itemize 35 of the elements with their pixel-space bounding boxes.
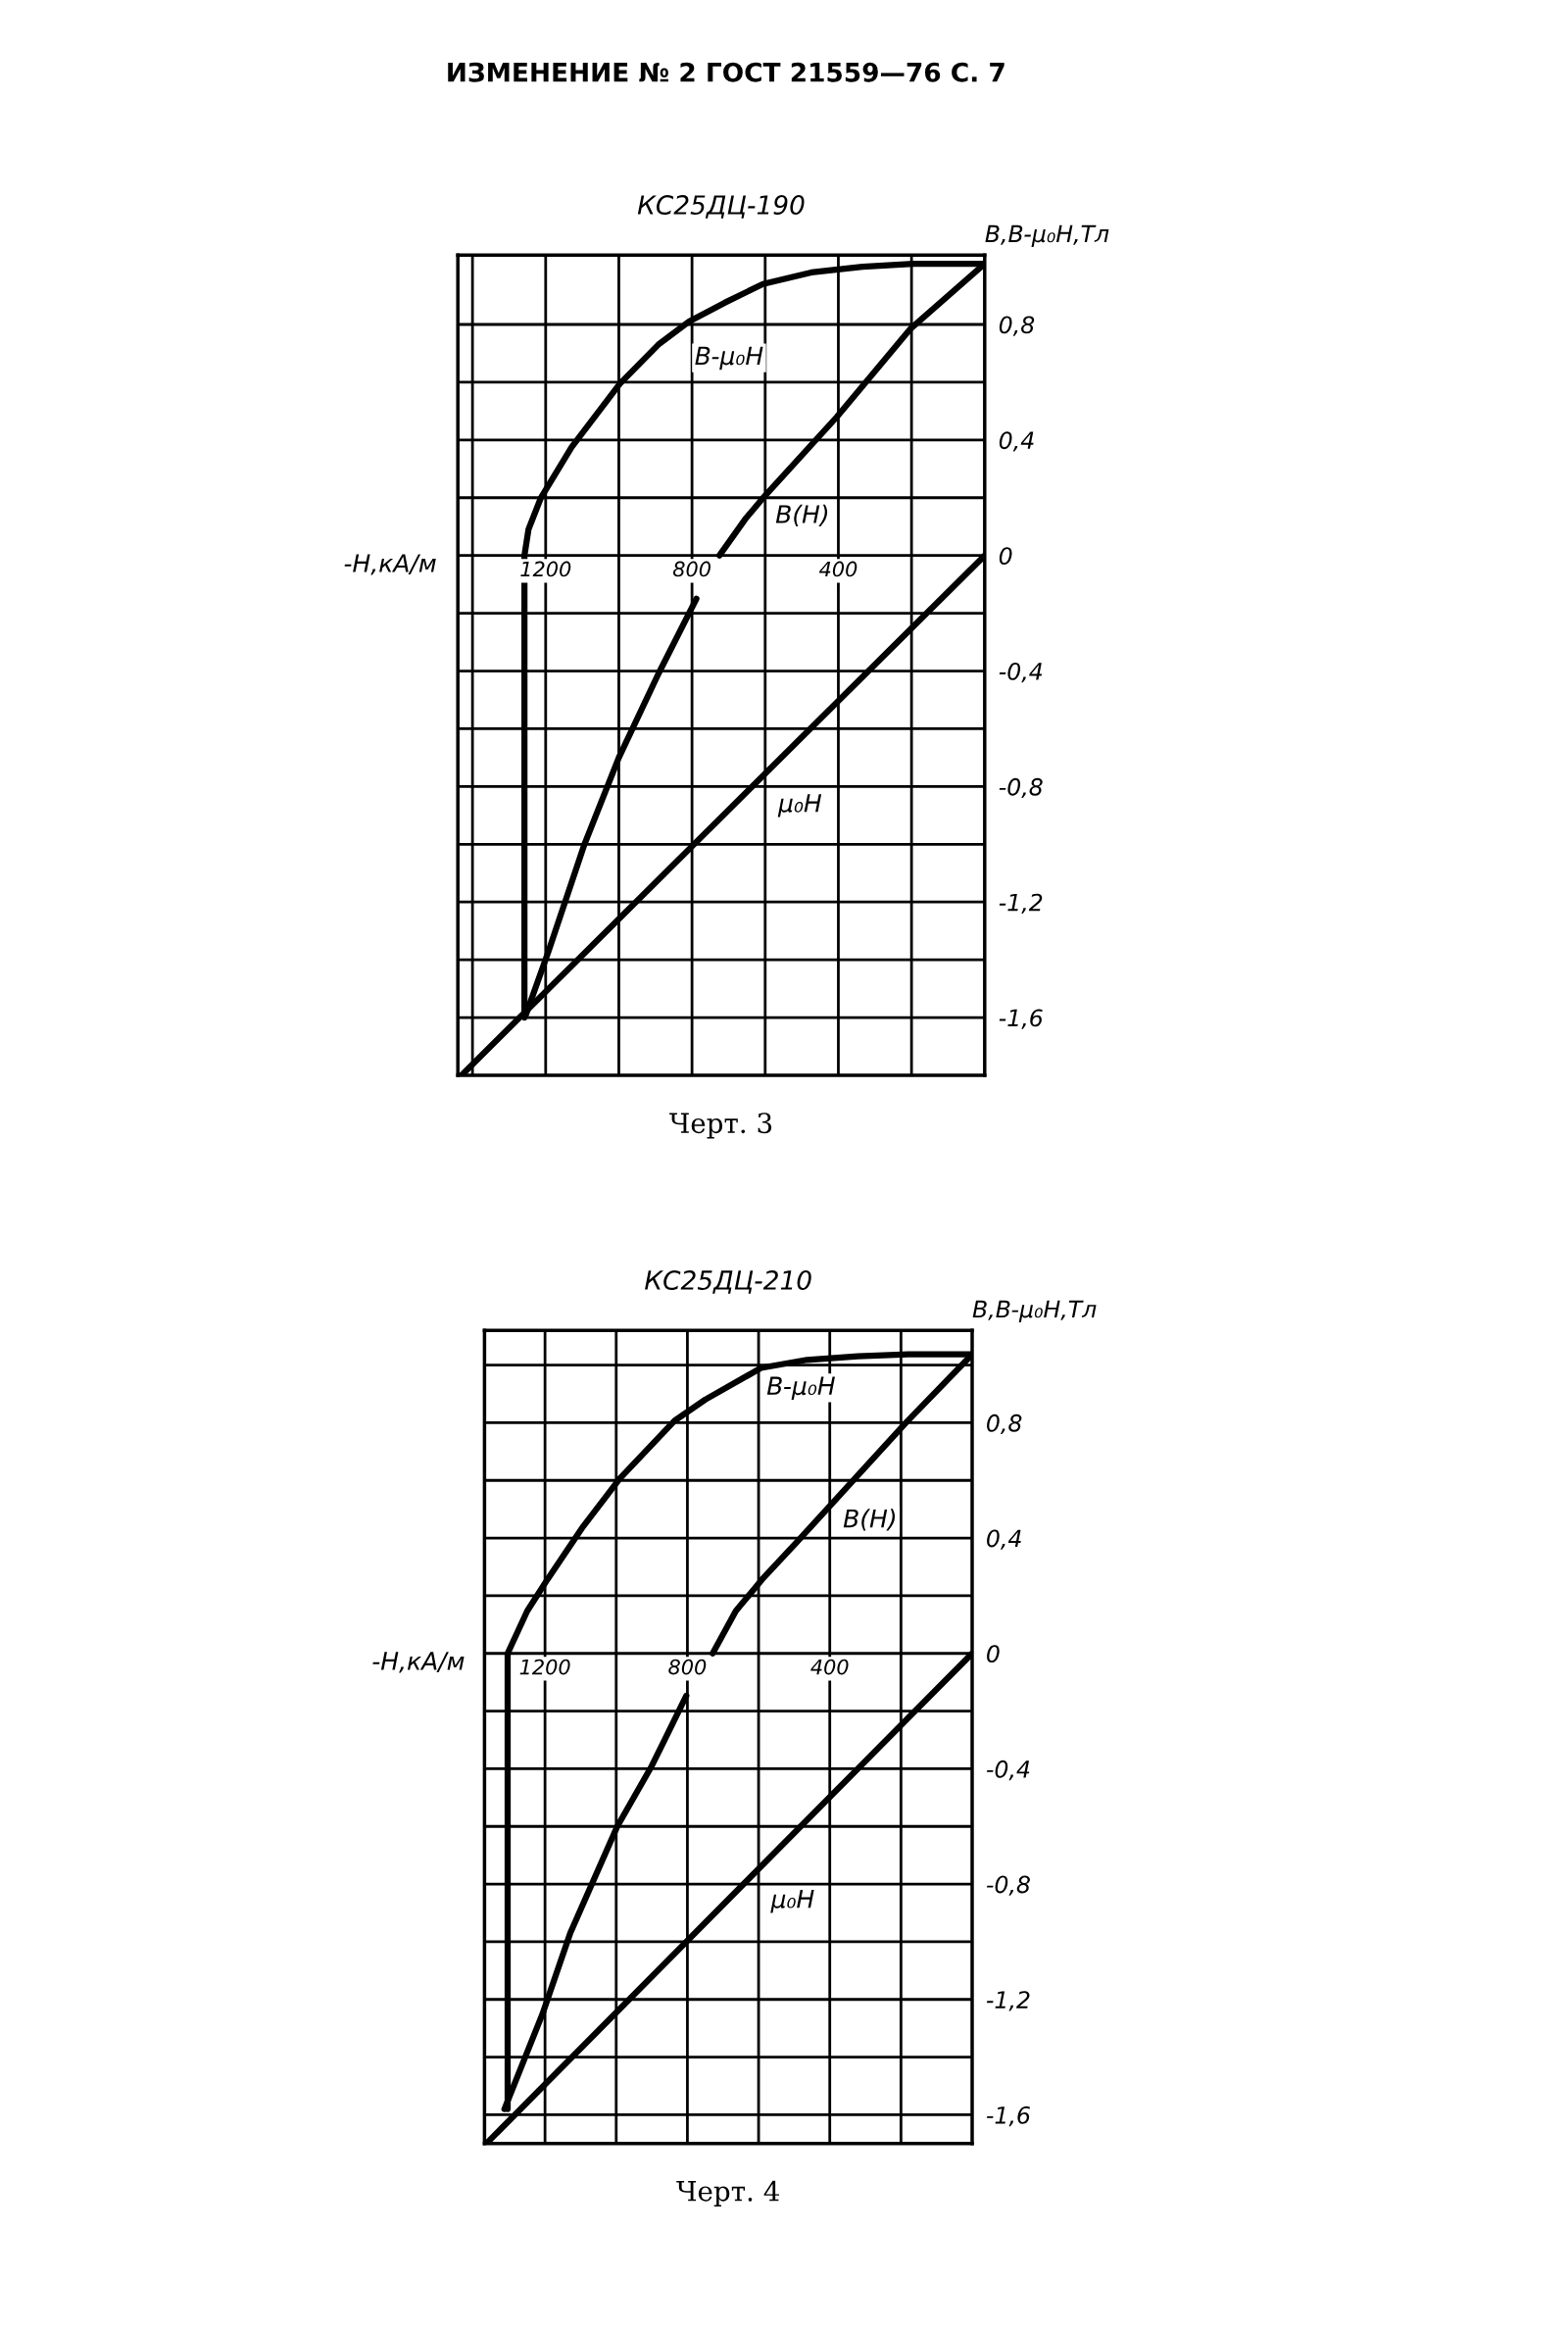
- x-tick-label: 800: [672, 561, 710, 577]
- series-label: B-μ₀H: [766, 1376, 835, 1401]
- y-tick-label: 0: [999, 547, 1012, 565]
- y-tick-label: -1,6: [999, 1009, 1043, 1029]
- y-axis-title: B,B-μ₀H,Тл: [972, 1300, 1097, 1322]
- y-tick-label: 0,8: [999, 316, 1035, 336]
- y-tick-label: -1,6: [986, 2106, 1030, 2127]
- y-tick-label: -0,4: [999, 662, 1043, 683]
- series-label: B(H): [843, 1509, 896, 1531]
- y-tick-label: -1,2: [999, 893, 1043, 914]
- series-label: B-μ₀H: [695, 346, 763, 371]
- chart-title: КС25ДЦ-210: [645, 1270, 811, 1294]
- text: Черт. 3: [669, 1113, 772, 1139]
- text: Черт. 4: [676, 2180, 779, 2207]
- series-label: μ₀H: [777, 794, 822, 818]
- x-axis-title: -H,кА/м: [372, 1652, 465, 1673]
- y-axis-title: B,B-μ₀H,Тл: [985, 224, 1109, 247]
- text: ИЗМЕНЕНИЕ № 2 ГОСТ 21559—76 С. 7: [448, 62, 1004, 82]
- y-tick-label: 0,4: [987, 1529, 1021, 1550]
- y-tick-label: 0: [987, 1645, 1000, 1663]
- x-tick-label: 400: [818, 561, 858, 577]
- chart-title: КС25ДЦ-190: [637, 195, 805, 219]
- series-label: μ₀H: [770, 1890, 814, 1913]
- y-tick-label: 0,4: [999, 431, 1034, 452]
- x-tick-label: 800: [668, 1659, 707, 1675]
- y-tick-label: -0,8: [999, 777, 1043, 799]
- x-tick-label: 1200: [520, 561, 571, 577]
- y-tick-label: 0,8: [987, 1413, 1022, 1435]
- x-tick-label: 1200: [519, 1659, 570, 1675]
- y-tick-label: -0,8: [986, 1875, 1030, 1896]
- x-tick-label: 400: [810, 1659, 849, 1675]
- x-axis-title: -H,кА/м: [344, 554, 436, 575]
- y-tick-label: -1,2: [986, 1991, 1030, 2011]
- series-label: B(H): [775, 504, 828, 526]
- y-tick-label: -0,4: [986, 1760, 1030, 1781]
